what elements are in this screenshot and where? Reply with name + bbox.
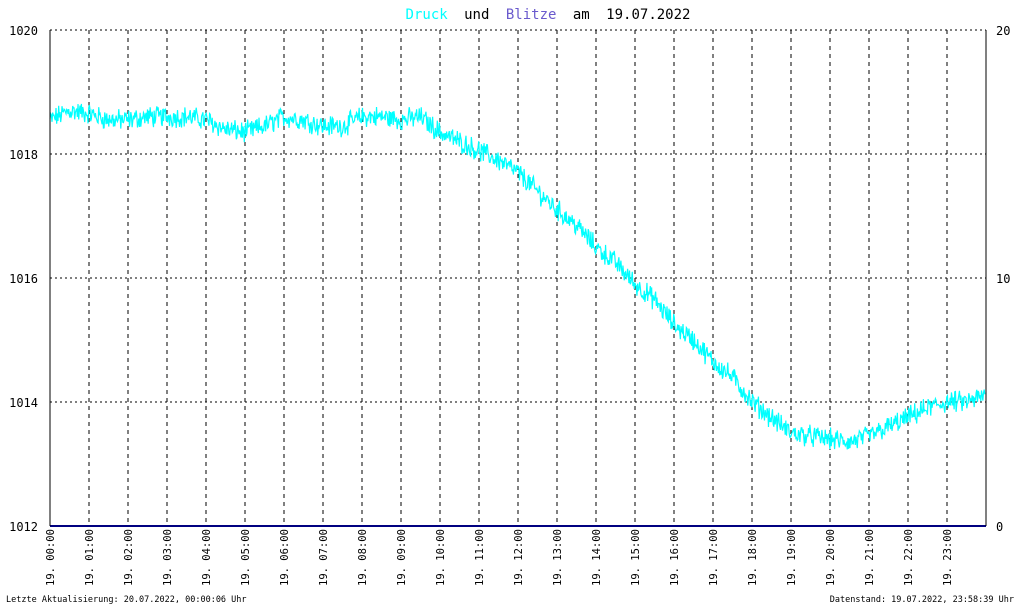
- x-tick-label: 19. 05:00: [240, 529, 252, 586]
- chart-title: Druck und Blitze am 19.07.2022: [406, 7, 691, 23]
- y-tick-label-right: 10: [996, 272, 1010, 286]
- series-line-druck: [49, 103, 986, 450]
- y-tick-label-left: 1018: [9, 148, 38, 162]
- y-tick-label-left: 1014: [9, 396, 38, 410]
- footer-last-update: Letzte Aktualisierung: 20.07.2022, 00:00…: [6, 595, 247, 605]
- x-tick-label: 19. 13:00: [552, 529, 564, 586]
- x-tick-label: 19. 17:00: [708, 529, 720, 586]
- x-tick-label: 19. 08:00: [357, 529, 369, 586]
- x-tick-label: 19. 22:00: [903, 529, 915, 586]
- x-tick-label: 19. 00:00: [45, 529, 57, 586]
- x-tick-label: 19. 03:00: [162, 529, 174, 586]
- x-tick-label: 19. 12:00: [513, 529, 525, 586]
- x-tick-label: 19. 02:00: [123, 529, 135, 586]
- x-tick-label: 19. 15:00: [630, 529, 642, 586]
- x-tick-label: 19. 10:00: [435, 529, 447, 586]
- x-tick-label: 19. 19:00: [786, 529, 798, 586]
- x-tick-label: 19. 23:00: [942, 529, 954, 586]
- x-tick-label: 19. 09:00: [396, 529, 408, 586]
- x-tick-label: 19. 16:00: [669, 529, 681, 586]
- axes: [49, 30, 987, 526]
- x-tick-label: 19. 18:00: [747, 529, 759, 586]
- x-tick-label: 19. 01:00: [84, 529, 96, 586]
- x-tick-label: 19. 20:00: [825, 529, 837, 586]
- title-date: 19.07.2022: [606, 7, 690, 23]
- y-tick-label-left: 1020: [9, 24, 38, 38]
- footer-data-status: Datenstand: 19.07.2022, 23:58:39 Uhr: [830, 595, 1014, 605]
- title-date-prefix: am: [573, 7, 590, 23]
- x-tick-label: 19. 14:00: [591, 529, 603, 586]
- x-tick-label: 19. 11:00: [474, 529, 486, 586]
- y-tick-label-right: 20: [996, 24, 1010, 38]
- y-tick-label-left: 1016: [9, 272, 38, 286]
- title-series-druck: Druck: [406, 7, 449, 23]
- title-series-blitze: Blitze: [506, 7, 557, 23]
- y-tick-label-left: 1012: [9, 520, 38, 534]
- series-layer: [49, 103, 986, 527]
- x-tick-label: 19. 07:00: [318, 529, 330, 586]
- x-tick-label: 19. 21:00: [864, 529, 876, 586]
- x-tick-label: 19. 04:00: [201, 529, 213, 586]
- title-connector: und: [464, 7, 489, 23]
- x-tick-label: 19. 06:00: [279, 529, 291, 586]
- grid: [50, 29, 986, 526]
- y-tick-label-right: 0: [996, 520, 1003, 534]
